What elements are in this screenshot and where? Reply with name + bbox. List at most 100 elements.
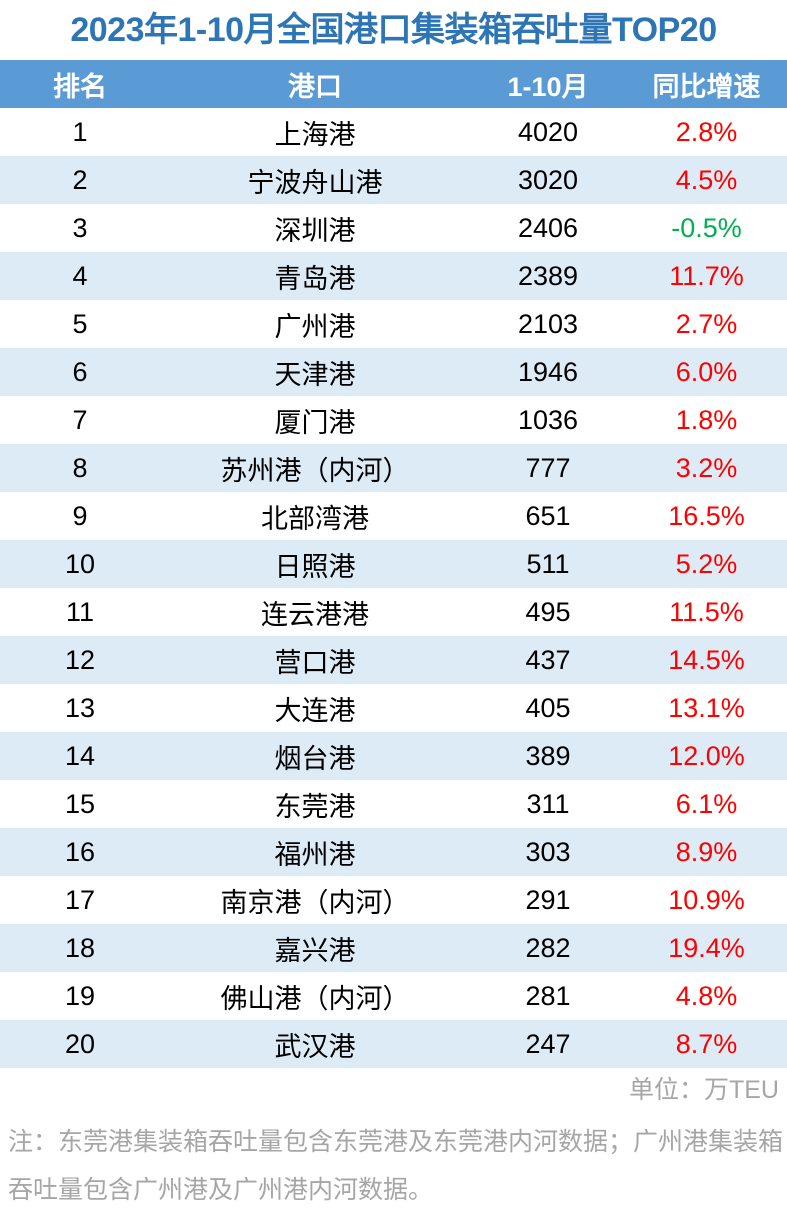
port-cell: 深圳港 <box>274 215 356 246</box>
value-cell: 3020 <box>517 164 579 195</box>
table-row: 20 武汉港 247 8.7% <box>0 1020 787 1068</box>
growth-cell: 10.9% <box>668 884 745 915</box>
growth-cell: 5.2% <box>675 548 738 579</box>
value-cell: 1946 <box>517 356 579 387</box>
value-cell: 495 <box>525 596 571 627</box>
table-row: 17 南京港（内河） 291 10.9% <box>0 876 787 924</box>
rank-cell: 4 <box>72 260 88 291</box>
growth-cell: 2.8% <box>675 116 738 147</box>
port-cell: 武汉港 <box>274 1031 356 1062</box>
growth-cell: 4.8% <box>675 980 738 1011</box>
table-row: 12 营口港 437 14.5% <box>0 636 787 684</box>
rank-cell: 3 <box>72 212 88 243</box>
port-cell: 东莞港 <box>274 791 356 822</box>
growth-cell: 1.8% <box>675 404 738 435</box>
value-cell: 1036 <box>517 404 579 435</box>
rank-cell: 15 <box>64 788 96 819</box>
value-cell: 389 <box>525 740 571 771</box>
rank-cell: 20 <box>64 1028 96 1059</box>
table-body: 1 上海港 4020 2.8% 2 宁波舟山港 3020 4.5% 3 深圳港 2406 -0.5% 4… <box>0 108 787 1068</box>
value-cell: 291 <box>525 884 571 915</box>
growth-cell: 4.5% <box>675 164 738 195</box>
rank-cell: 2 <box>72 164 88 195</box>
rank-cell: 12 <box>64 644 96 675</box>
value-cell: 511 <box>526 548 570 579</box>
header-rank: 排名 <box>53 71 107 102</box>
growth-cell: 14.5% <box>668 644 745 675</box>
value-cell: 777 <box>525 452 571 483</box>
rank-cell: 10 <box>64 548 96 579</box>
growth-cell: 12.0% <box>668 740 745 771</box>
header-port: 港口 <box>288 71 342 102</box>
table-row: 11 连云港港 495 11.5% <box>0 588 787 636</box>
header-value: 1-10月 <box>507 71 589 102</box>
value-cell: 282 <box>525 932 571 963</box>
table-row: 8 苏州港（内河） 777 3.2% <box>0 444 787 492</box>
rank-cell: 5 <box>72 308 88 339</box>
port-cell: 日照港 <box>274 551 356 582</box>
value-cell: 651 <box>525 500 571 531</box>
table-row: 9 北部湾港 651 16.5% <box>0 492 787 540</box>
rank-cell: 8 <box>72 452 88 483</box>
table-row: 15 东莞港 311 6.1% <box>0 780 787 828</box>
growth-cell: 13.1% <box>668 692 745 723</box>
page-title: 2023年1-10月全国港口集装箱吞吐量TOP20 <box>70 11 717 49</box>
rank-cell: 14 <box>64 740 96 771</box>
growth-cell: 8.7% <box>675 1028 738 1059</box>
port-cell: 上海港 <box>274 119 356 150</box>
value-cell: 405 <box>525 692 571 723</box>
rank-cell: 18 <box>64 932 96 963</box>
port-cell: 连云港港 <box>261 599 369 630</box>
growth-cell: -0.5% <box>671 212 742 243</box>
value-cell: 2389 <box>517 260 579 291</box>
growth-cell: 19.4% <box>668 932 745 963</box>
value-cell: 2103 <box>517 308 579 339</box>
port-cell: 厦门港 <box>274 407 356 438</box>
port-cell: 嘉兴港 <box>274 935 356 966</box>
table-row: 1 上海港 4020 2.8% <box>0 108 787 156</box>
port-cell: 南京港（内河） <box>220 887 410 918</box>
table-row: 7 厦门港 1036 1.8% <box>0 396 787 444</box>
growth-cell: 16.5% <box>668 500 745 531</box>
growth-cell: 6.1% <box>675 788 738 819</box>
value-cell: 2406 <box>517 212 579 243</box>
rank-cell: 11 <box>65 596 95 627</box>
port-cell: 宁波舟山港 <box>247 167 383 198</box>
ranking-table: 排名 港口 1-10月 同比增速 1 上海港 4020 2.8% 2 宁波舟山港 3020 4… <box>0 60 787 1068</box>
port-cell: 北部湾港 <box>261 503 369 534</box>
rank-cell: 7 <box>72 404 88 435</box>
table-row: 3 深圳港 2406 -0.5% <box>0 204 787 252</box>
port-cell: 青岛港 <box>274 263 356 294</box>
rank-cell: 6 <box>72 356 88 387</box>
table-row: 5 广州港 2103 2.7% <box>0 300 787 348</box>
value-cell: 4020 <box>517 116 579 147</box>
table-row: 10 日照港 511 5.2% <box>0 540 787 588</box>
table-row: 16 福州港 303 8.9% <box>0 828 787 876</box>
rank-cell: 1 <box>72 116 88 147</box>
table-row: 14 烟台港 389 12.0% <box>0 732 787 780</box>
value-cell: 281 <box>525 980 571 1011</box>
port-cell: 佛山港（内河） <box>220 983 410 1014</box>
port-cell: 广州港 <box>274 311 356 342</box>
growth-cell: 11.7% <box>669 260 744 291</box>
table-row: 19 佛山港（内河） 281 4.8% <box>0 972 787 1020</box>
port-cell: 天津港 <box>274 359 356 390</box>
port-cell: 苏州港（内河） <box>220 455 410 486</box>
table-row: 18 嘉兴港 282 19.4% <box>0 924 787 972</box>
value-cell: 437 <box>525 644 571 675</box>
port-cell: 大连港 <box>274 695 356 726</box>
port-cell: 烟台港 <box>274 743 356 774</box>
growth-cell: 2.7% <box>675 308 738 339</box>
header-growth: 同比增速 <box>652 71 761 102</box>
rank-cell: 17 <box>64 884 96 915</box>
growth-cell: 8.9% <box>675 836 738 867</box>
value-cell: 311 <box>526 788 570 819</box>
port-cell: 营口港 <box>274 647 356 678</box>
rank-cell: 19 <box>64 980 96 1011</box>
rank-cell: 9 <box>72 500 88 531</box>
growth-cell: 6.0% <box>675 356 738 387</box>
footnote: 注：东莞港集装箱吞吐量包含东莞港及东莞港内河数据；广州港集装箱吞吐量包含广州港及… <box>8 1128 784 1204</box>
value-cell: 303 <box>525 836 571 867</box>
rank-cell: 13 <box>64 692 96 723</box>
growth-cell: 3.2% <box>675 452 738 483</box>
